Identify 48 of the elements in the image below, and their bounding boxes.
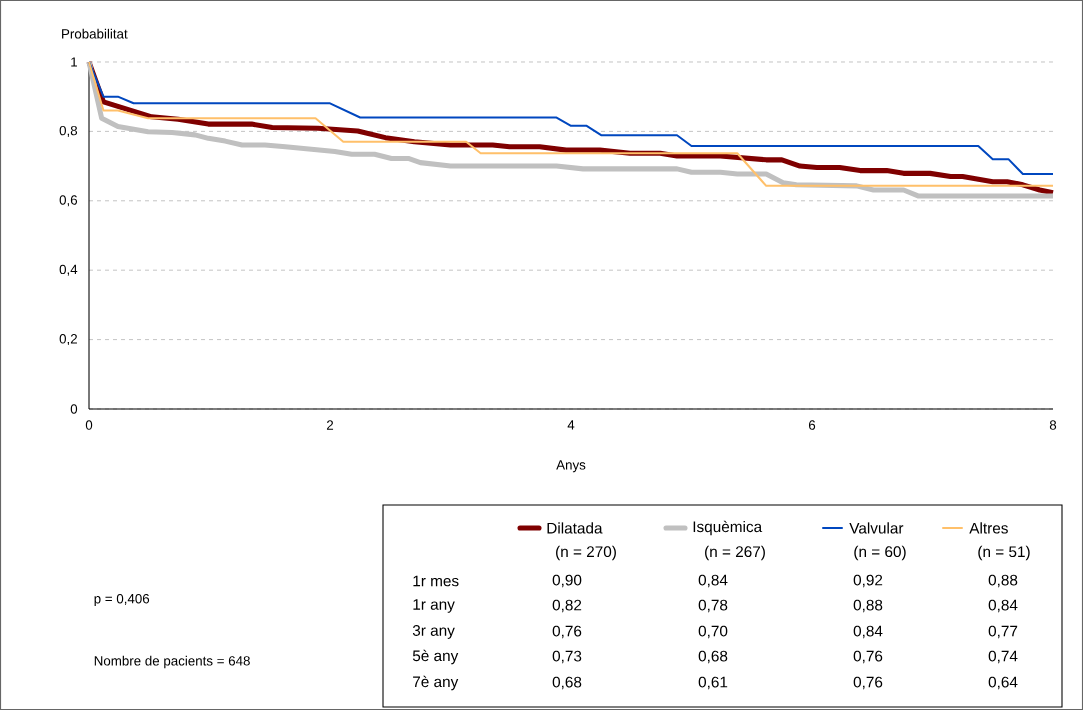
text: Nombre de pacients = 648	[94, 655, 250, 669]
text: 0,84	[698, 574, 728, 588]
x-tick-label: 2	[326, 420, 334, 430]
legend-label: Altres	[969, 522, 1008, 534]
text: 0,78	[698, 599, 728, 613]
text: 0,76	[853, 650, 883, 664]
text: 0,74	[988, 650, 1018, 664]
y-tick-label: 0	[70, 404, 78, 414]
text: 0,90	[552, 574, 582, 588]
text: 0,76	[853, 676, 883, 690]
text: 5è any	[412, 649, 459, 665]
text: 1r any	[413, 599, 455, 613]
text: 0,82	[552, 599, 582, 613]
text: 0,73	[552, 650, 582, 664]
text: (n = 270)	[556, 545, 616, 561]
text: 0,68	[698, 650, 728, 664]
text: 0,92	[853, 574, 883, 588]
x-tick-label: 0	[85, 420, 93, 430]
y-axis-title: Probabilitat	[62, 28, 128, 39]
text: 0,68	[552, 676, 582, 690]
text: 0,88	[853, 599, 883, 613]
text: 0,84	[853, 625, 883, 639]
text: 7è any	[413, 675, 459, 691]
y-tick-label: 0,4	[59, 264, 78, 276]
y-tick-label: 0,8	[59, 125, 78, 137]
x-axis-title: Anys	[556, 460, 586, 473]
text: 0,70	[698, 625, 728, 639]
text: 0,64	[988, 676, 1018, 690]
legend-label: Isquèmica	[693, 520, 763, 536]
text: (n = 51)	[978, 545, 1030, 561]
text: 0,88	[988, 574, 1018, 588]
y-tick-label: 0,2	[59, 334, 77, 346]
x-tick-label: 4	[567, 420, 575, 430]
y-tick-label: 1	[71, 57, 77, 67]
x-tick-label: 6	[808, 420, 816, 430]
text: 0,76	[552, 625, 582, 639]
y-tick-label: 0,6	[59, 195, 78, 207]
text: 3r any	[412, 625, 455, 639]
text: 1r mes	[413, 575, 459, 587]
text: 0,61	[698, 676, 728, 690]
x-tick-label: 8	[1049, 420, 1057, 430]
text: (n = 267)	[705, 545, 765, 561]
legend-label: Dilatada	[547, 522, 603, 534]
text: 0,77	[988, 625, 1018, 639]
text: (n = 60)	[854, 545, 906, 561]
legend-label: Valvular	[849, 522, 904, 534]
text: 0,84	[988, 599, 1018, 613]
text: p = 0,406	[94, 593, 150, 607]
